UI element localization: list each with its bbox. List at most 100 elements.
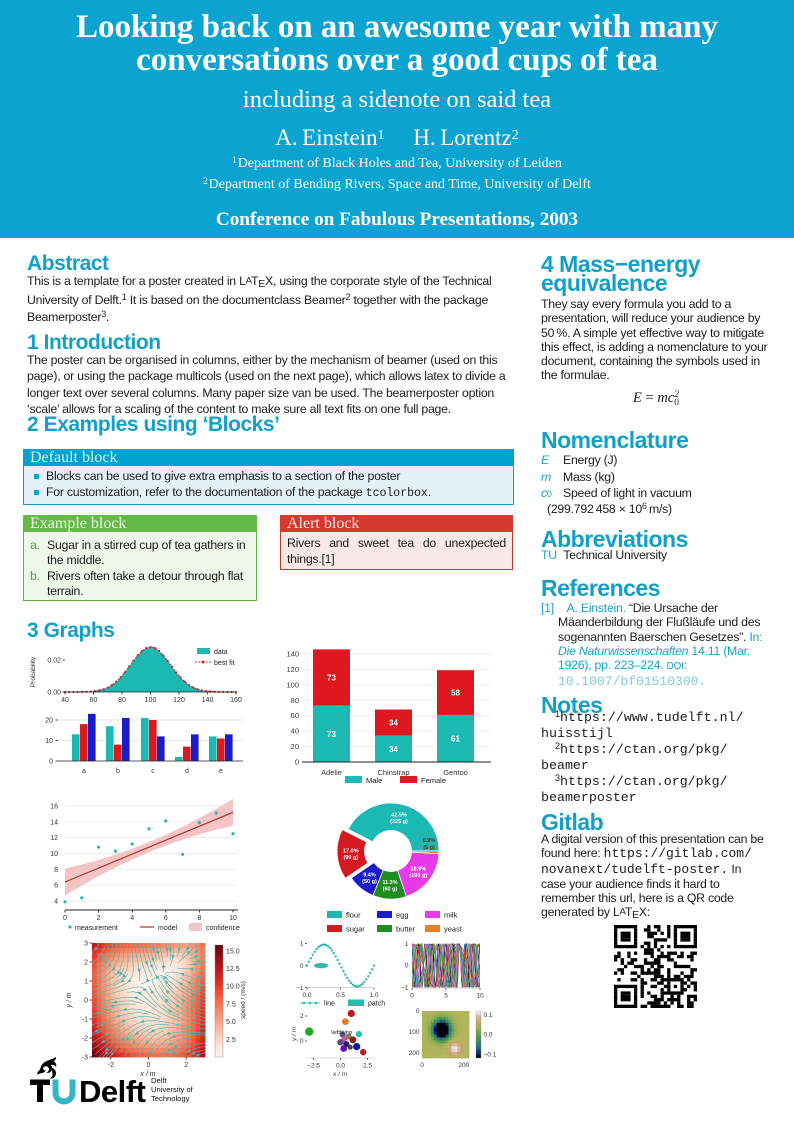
svg-text:-2: -2 (108, 1062, 114, 1069)
svg-text:milk: milk (444, 911, 458, 920)
svg-text:5.0: 5.0 (226, 1019, 236, 1026)
svg-text:9.4%: 9.4% (363, 873, 376, 879)
svg-text:flour: flour (346, 911, 361, 920)
svg-text:confidence: confidence (206, 925, 240, 932)
svg-text:10: 10 (50, 851, 58, 858)
svg-text:20: 20 (45, 718, 53, 725)
svg-text:1.0: 1.0 (369, 992, 378, 999)
svg-text:3: 3 (84, 941, 88, 948)
svg-text:10: 10 (476, 993, 484, 1000)
svg-text:(90 g): (90 g) (343, 855, 358, 861)
svg-text:0: 0 (420, 1062, 424, 1069)
svg-text:Technology: Technology (151, 1094, 190, 1103)
svg-text:0: 0 (49, 759, 53, 766)
svg-text:−2.5: −2.5 (307, 1063, 320, 1070)
svg-text:0: 0 (63, 915, 67, 922)
svg-text:2: 2 (300, 1013, 304, 1020)
svg-text:34: 34 (389, 745, 398, 754)
svg-text:0: 0 (300, 963, 304, 970)
svg-text:y / m: y / m (66, 992, 73, 1008)
svg-text:2: 2 (184, 1062, 188, 1069)
svg-text:-3: -3 (82, 1055, 88, 1062)
svg-text:sugar: sugar (346, 925, 365, 934)
svg-text:120: 120 (173, 697, 185, 704)
svg-text:(60 g): (60 g) (383, 887, 398, 893)
svg-text:0.0: 0.0 (484, 1032, 493, 1039)
svg-text:2: 2 (84, 960, 88, 967)
svg-text:(5 g): (5 g) (423, 845, 435, 851)
svg-text:1: 1 (84, 979, 88, 986)
svg-text:40: 40 (61, 697, 69, 704)
svg-text:model: model (158, 925, 178, 932)
svg-text:5: 5 (444, 993, 448, 1000)
svg-text:x / m: x / m (332, 1071, 348, 1078)
svg-text:10: 10 (45, 738, 53, 745)
svg-text:Adelie: Adelie (321, 768, 342, 777)
svg-text:Delft: Delft (79, 1074, 146, 1109)
svg-text:1: 1 (300, 941, 304, 948)
svg-text:Delft: Delft (151, 1076, 168, 1085)
svg-text:58: 58 (451, 689, 460, 698)
svg-text:11.3%: 11.3% (382, 880, 397, 886)
svg-text:Probability: Probability (30, 656, 37, 687)
svg-text:140: 140 (286, 650, 299, 659)
svg-text:egg: egg (396, 911, 409, 920)
svg-text:patch: patch (368, 1001, 385, 1008)
svg-text:40: 40 (291, 727, 299, 736)
svg-text:80: 80 (291, 696, 299, 705)
svg-text:0.5: 0.5 (336, 992, 345, 999)
svg-text:University of: University of (151, 1085, 194, 1094)
svg-text:0.02: 0.02 (47, 658, 61, 665)
svg-text:8: 8 (197, 915, 201, 922)
svg-text:0: 0 (295, 758, 299, 767)
svg-text:34: 34 (389, 719, 398, 728)
svg-text:0.0: 0.0 (302, 992, 311, 999)
svg-text:120: 120 (286, 665, 299, 674)
svg-text:12.5: 12.5 (226, 966, 240, 973)
svg-text:Gentoo: Gentoo (443, 768, 468, 777)
svg-text:8: 8 (54, 867, 58, 874)
svg-text:0: 0 (300, 1038, 304, 1045)
svg-text:6: 6 (54, 883, 58, 890)
svg-text:measurement: measurement (75, 925, 118, 932)
svg-text:160: 160 (230, 697, 242, 704)
svg-text:y / m: y / m (291, 1026, 298, 1042)
svg-text:15.0: 15.0 (226, 948, 240, 955)
svg-text:1: 1 (405, 941, 409, 948)
svg-text:6: 6 (164, 915, 168, 922)
svg-text:line: line (324, 1001, 335, 1008)
svg-text:c: c (151, 768, 155, 775)
svg-text:60: 60 (291, 711, 299, 720)
svg-text:0: 0 (410, 993, 414, 1000)
svg-text:42.5%: 42.5% (391, 813, 407, 819)
svg-text:73: 73 (327, 730, 336, 739)
svg-text:-1: -1 (82, 1017, 88, 1024)
svg-text:(100 g): (100 g) (409, 873, 427, 879)
svg-text:speed / (m/s): speed / (m/s) (240, 981, 247, 1019)
svg-text:61: 61 (451, 735, 460, 744)
svg-text:7.5: 7.5 (226, 1001, 236, 1008)
svg-text:−1: −1 (401, 984, 409, 991)
svg-text:0: 0 (84, 998, 88, 1005)
svg-text:−0.1: −0.1 (484, 1051, 497, 1058)
svg-text:17.0%: 17.0% (343, 849, 359, 855)
svg-text:100: 100 (409, 1029, 420, 1036)
svg-text:20: 20 (291, 742, 299, 751)
svg-text:b: b (116, 768, 120, 775)
svg-text:x / m: x / m (139, 1071, 155, 1078)
svg-text:\leftthing: \leftthing (331, 1030, 352, 1036)
svg-text:12: 12 (50, 835, 58, 842)
svg-text:73: 73 (327, 674, 336, 683)
svg-text:2.5: 2.5 (226, 1037, 236, 1044)
svg-text:4: 4 (130, 915, 134, 922)
svg-text:200: 200 (458, 1062, 469, 1069)
svg-text:10: 10 (229, 915, 237, 922)
svg-text:0.1: 0.1 (484, 1012, 493, 1019)
svg-text:16: 16 (50, 804, 58, 811)
svg-text:(225 g): (225 g) (390, 819, 408, 825)
svg-text:4: 4 (54, 899, 58, 906)
svg-text:0.0: 0.0 (336, 1063, 345, 1070)
svg-text:0.9%: 0.9% (423, 838, 436, 844)
svg-text:10.0: 10.0 (226, 984, 240, 991)
svg-text:(50 g): (50 g) (362, 879, 377, 885)
